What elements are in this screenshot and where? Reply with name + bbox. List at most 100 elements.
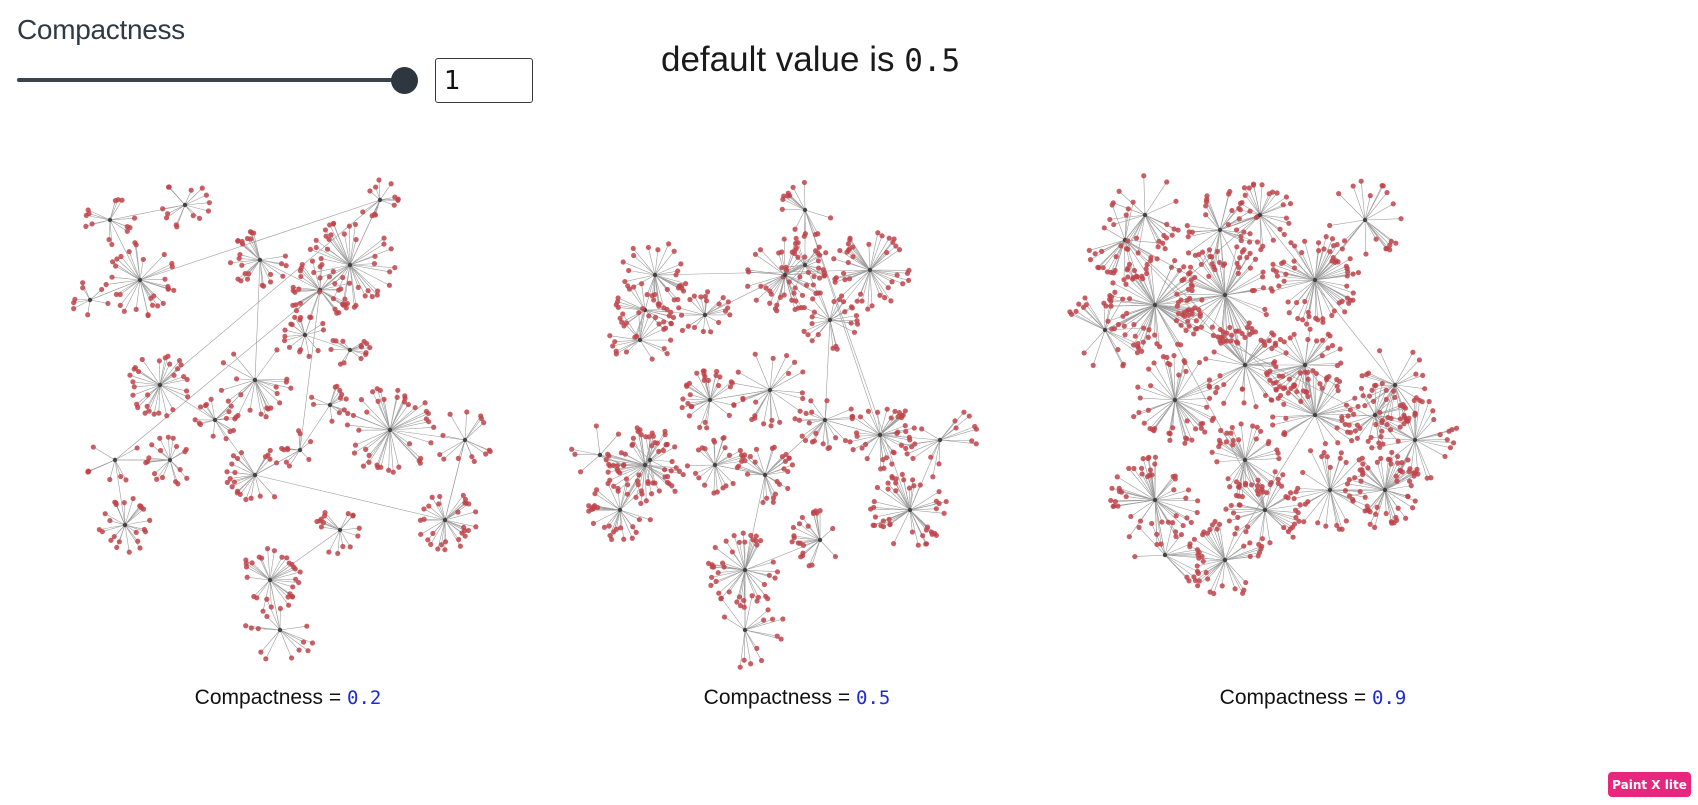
graph-1-node <box>846 276 853 282</box>
graph-2-edge <box>1277 275 1316 281</box>
graph-2-node <box>1374 504 1380 510</box>
graph-0-edge <box>254 349 278 381</box>
graph-1-edge <box>879 417 892 436</box>
graph-1-edge <box>784 274 803 296</box>
graph-1-node <box>590 504 597 510</box>
graph-2-node <box>1156 238 1162 244</box>
graph-0-edge <box>234 472 256 476</box>
graph-2-node <box>1229 332 1235 338</box>
graph-1-edge <box>813 512 821 541</box>
graph-0-edge <box>389 429 394 473</box>
graph-2-node <box>1305 376 1311 382</box>
graph-0-hub <box>157 382 163 388</box>
graph-0-node <box>362 293 368 299</box>
graph-2-edge <box>1283 403 1316 416</box>
graph-2-node <box>1354 435 1360 441</box>
graph-0-edge <box>240 379 256 395</box>
graph-2-node <box>1442 453 1448 460</box>
graph-2-node <box>1346 493 1353 499</box>
graph-1-node <box>625 283 631 289</box>
graph-2-node <box>1232 531 1238 537</box>
graph-2-edge <box>1304 241 1316 281</box>
graph-2-node <box>1121 277 1127 283</box>
graph-0-node <box>344 300 351 307</box>
graph-0-edge <box>116 524 126 548</box>
graph-2-edge <box>1226 432 1246 461</box>
graph-2-edge <box>1154 475 1176 501</box>
graph-2-edge <box>1150 260 1156 306</box>
graph-2-edge <box>1364 219 1392 242</box>
graph-0-node <box>259 282 265 288</box>
graph-1-edge <box>789 195 806 211</box>
graph-2-node <box>1134 350 1141 356</box>
graph-0-node <box>229 484 235 490</box>
graph-1-node <box>586 503 592 509</box>
graph-0-edge <box>444 519 464 528</box>
graph-0-edge <box>102 524 126 532</box>
graph-1-edge <box>599 454 624 466</box>
graph-2-edge <box>1163 356 1176 401</box>
graph-2-edge <box>1231 427 1246 461</box>
compactness-slider-thumb[interactable] <box>391 67 418 94</box>
graph-1-node <box>893 243 899 249</box>
graph-0-node <box>340 338 346 344</box>
graph-1-node <box>765 596 771 602</box>
graph-1-edge <box>637 431 646 466</box>
graph-1-node <box>896 247 903 253</box>
caption-0-value: 0.2 <box>347 687 382 709</box>
graph-1-node <box>813 290 819 296</box>
graph-1-edge <box>909 491 940 511</box>
graph-1-node <box>888 298 894 304</box>
graph-2-edge <box>1188 229 1221 237</box>
graph-1-edge <box>654 243 669 276</box>
graph-1-node <box>902 423 908 429</box>
graph-2-edge <box>1314 279 1347 287</box>
graph-0-node <box>278 261 285 267</box>
graph-2-node <box>1221 400 1227 406</box>
graph-2-edge <box>1154 266 1184 306</box>
graph-1-edge <box>654 274 680 287</box>
graph-2-node <box>1258 337 1264 343</box>
compactness-slider-track[interactable] <box>17 78 405 82</box>
graph-0-node <box>375 288 381 294</box>
graph-2-node <box>1313 370 1319 377</box>
compactness-input[interactable] <box>435 58 533 103</box>
graph-2-edge <box>1239 484 1266 511</box>
graph-0-node <box>355 533 361 539</box>
graph-1-node <box>680 471 686 478</box>
graph-0-edge <box>251 562 271 581</box>
graph-2-node <box>1096 265 1102 271</box>
graph-2-node <box>1338 450 1344 456</box>
graph-2-edge <box>1244 449 1277 461</box>
graph-1-edge <box>839 250 871 271</box>
graph-2-node <box>1236 216 1242 222</box>
graph-1-link <box>709 389 771 401</box>
graph-1-node <box>613 526 619 532</box>
graph-0-node <box>326 549 332 555</box>
graph-2-edge <box>1414 439 1428 479</box>
graph-0-node <box>116 539 122 545</box>
graph-2-node <box>1214 384 1220 391</box>
graph-0-node <box>260 608 266 614</box>
graph-1-edge <box>769 371 803 391</box>
graph-2-node <box>1176 372 1182 378</box>
graph-2-edge <box>1303 390 1316 416</box>
graph-2-edge <box>1168 399 1176 434</box>
graph-2-node <box>1187 269 1193 276</box>
graph-2-edge <box>1174 399 1193 441</box>
graph-0-edge <box>139 279 168 287</box>
graph-0-edge <box>73 299 91 303</box>
graph-1-node <box>664 286 670 293</box>
graph-0-edge <box>339 527 360 531</box>
graph-0-node <box>288 385 294 391</box>
graph-2-edge <box>1154 499 1169 523</box>
graph-0-node <box>436 501 442 507</box>
graph-0-edge <box>148 457 171 461</box>
graph-1-edge <box>612 339 641 347</box>
graph-2-edge <box>1226 441 1246 461</box>
graph-1-edge <box>709 385 719 401</box>
graph-2-node <box>1307 326 1313 332</box>
graph-1-edge <box>867 269 871 310</box>
graph-1-node <box>920 533 926 539</box>
graph-1-edge <box>819 528 833 541</box>
